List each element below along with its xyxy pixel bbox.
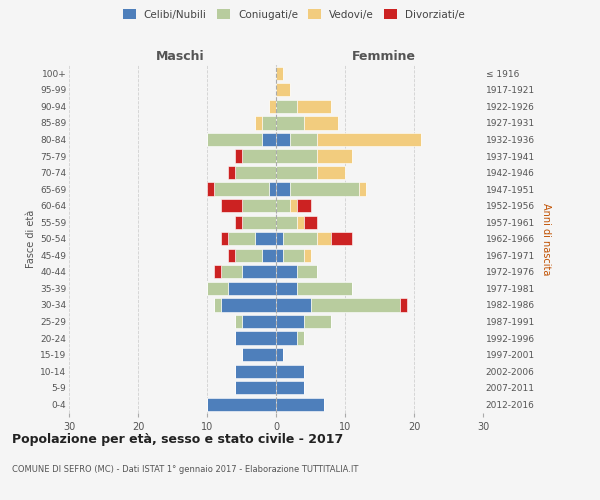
Bar	[228, 282, 276, 295]
Bar	[241, 265, 276, 278]
Bar	[276, 398, 325, 411]
Bar	[276, 248, 283, 262]
Bar	[256, 232, 276, 245]
Y-axis label: Fasce di età: Fasce di età	[26, 210, 36, 268]
Bar	[235, 364, 276, 378]
Bar	[241, 216, 276, 229]
Bar	[276, 199, 290, 212]
Bar	[296, 282, 352, 295]
Bar	[262, 116, 276, 130]
Text: Maschi: Maschi	[155, 50, 205, 62]
Bar	[276, 116, 304, 130]
Bar	[296, 199, 311, 212]
Bar	[290, 133, 317, 146]
Bar	[221, 298, 276, 312]
Bar	[262, 248, 276, 262]
Bar	[276, 133, 290, 146]
Bar	[317, 133, 421, 146]
Bar	[331, 232, 352, 245]
Bar	[207, 282, 228, 295]
Bar	[221, 265, 241, 278]
Bar	[304, 216, 317, 229]
Bar	[241, 315, 276, 328]
Bar	[276, 66, 283, 80]
Bar	[221, 232, 228, 245]
Bar	[241, 348, 276, 361]
Bar	[276, 100, 296, 113]
Bar	[317, 150, 352, 162]
Bar	[207, 133, 262, 146]
Bar	[276, 216, 296, 229]
Bar	[276, 83, 290, 96]
Bar	[228, 232, 256, 245]
Bar	[296, 100, 331, 113]
Bar	[311, 298, 400, 312]
Bar	[276, 381, 304, 394]
Text: Popolazione per età, sesso e stato civile - 2017: Popolazione per età, sesso e stato civil…	[12, 432, 343, 446]
Bar	[276, 232, 283, 245]
Bar	[304, 315, 331, 328]
Bar	[290, 182, 359, 196]
Bar	[317, 232, 331, 245]
Bar	[207, 398, 276, 411]
Y-axis label: Anni di nascita: Anni di nascita	[541, 202, 551, 275]
Legend: Celibi/Nubili, Coniugati/e, Vedovi/e, Divorziati/e: Celibi/Nubili, Coniugati/e, Vedovi/e, Di…	[119, 5, 469, 24]
Bar	[283, 248, 304, 262]
Bar	[290, 199, 296, 212]
Bar	[235, 150, 241, 162]
Bar	[235, 315, 241, 328]
Bar	[235, 166, 276, 179]
Bar	[276, 150, 317, 162]
Bar	[304, 116, 338, 130]
Bar	[207, 182, 214, 196]
Bar	[256, 116, 262, 130]
Bar	[276, 332, 296, 344]
Bar	[296, 216, 304, 229]
Bar	[276, 298, 311, 312]
Bar	[269, 100, 276, 113]
Bar	[276, 265, 296, 278]
Bar	[276, 315, 304, 328]
Bar	[296, 332, 304, 344]
Bar	[276, 348, 283, 361]
Bar	[235, 332, 276, 344]
Bar	[296, 265, 317, 278]
Bar	[276, 166, 317, 179]
Bar	[283, 232, 317, 245]
Bar	[400, 298, 407, 312]
Bar	[214, 182, 269, 196]
Bar	[317, 166, 345, 179]
Bar	[262, 133, 276, 146]
Bar	[235, 381, 276, 394]
Bar	[214, 265, 221, 278]
Text: COMUNE DI SEFRO (MC) - Dati ISTAT 1° gennaio 2017 - Elaborazione TUTTITALIA.IT: COMUNE DI SEFRO (MC) - Dati ISTAT 1° gen…	[12, 465, 358, 474]
Bar	[228, 166, 235, 179]
Bar	[221, 199, 241, 212]
Bar	[276, 282, 296, 295]
Bar	[276, 364, 304, 378]
Bar	[359, 182, 365, 196]
Bar	[276, 182, 290, 196]
Bar	[304, 248, 311, 262]
Bar	[214, 298, 221, 312]
Bar	[235, 248, 262, 262]
Bar	[269, 182, 276, 196]
Text: Femmine: Femmine	[352, 50, 416, 62]
Bar	[235, 216, 241, 229]
Bar	[241, 150, 276, 162]
Bar	[241, 199, 276, 212]
Bar	[228, 248, 235, 262]
